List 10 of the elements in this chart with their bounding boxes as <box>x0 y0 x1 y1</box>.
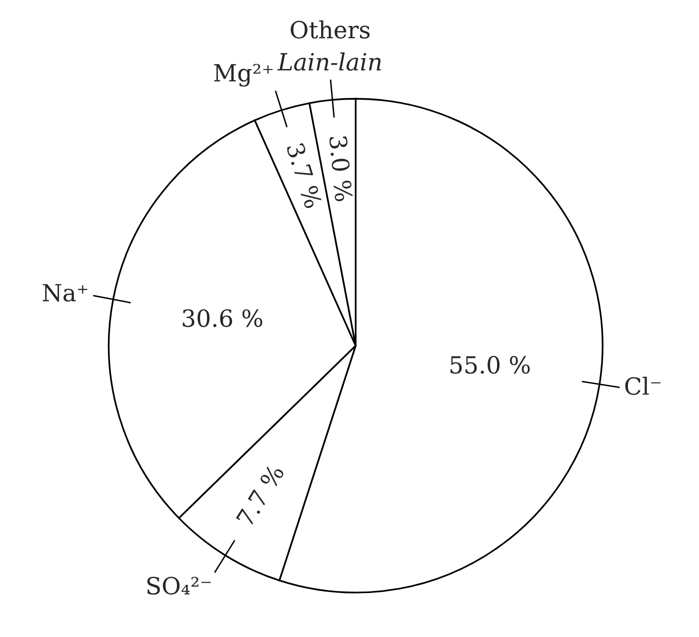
slice-label: SO₄²⁻ <box>147 576 211 595</box>
data-label: 7.7 % <box>236 463 285 528</box>
data-label: 30.6 % <box>182 309 262 328</box>
data-label: 3.7 % <box>286 142 323 210</box>
slice-label: Cl⁻ <box>625 376 660 395</box>
data-label: 55.0 % <box>450 356 530 374</box>
slice-label: Mg²⁺ <box>214 64 273 87</box>
slice-label: Na⁺ <box>42 284 88 302</box>
slice-label: Others Lain-lain <box>277 20 381 71</box>
data-label: 3.0 % <box>329 136 353 202</box>
